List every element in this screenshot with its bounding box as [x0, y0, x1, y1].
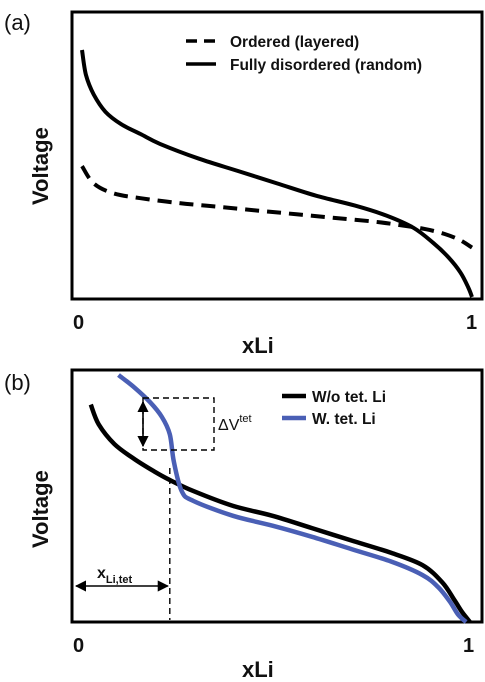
- panel-b-xtick-0: 0: [73, 635, 84, 657]
- panel-b-xlabel: xLi: [242, 657, 274, 682]
- panel-a-xtick-0: 0: [73, 312, 84, 334]
- panel-b-frame: [70, 368, 484, 624]
- legend-wo-tet-label: W/o tet. Li: [312, 389, 386, 406]
- legend-ordered-label: Ordered (layered): [230, 34, 359, 51]
- panel-a-series-1-line: [80, 49, 474, 298]
- delta-v-sup: tet: [239, 413, 251, 425]
- legend-w-tet-label: W. tet. Li: [312, 411, 376, 428]
- panel-a-label: (a): [4, 10, 31, 35]
- panel-b-xtick-1: 1: [463, 635, 474, 657]
- delta-v-label: ΔVtet: [218, 413, 252, 434]
- panel-a-xtick-1: 1: [466, 312, 477, 334]
- x-tet-base: x: [97, 565, 106, 582]
- x-tet-sub: Li,tet: [106, 574, 133, 586]
- panel-a-xlabel: xLi: [242, 333, 274, 358]
- x-tet-label: xLi,tet: [97, 565, 133, 586]
- panel-b-series-0-line: [88, 403, 472, 624]
- panel-b-series-1-line: [117, 373, 468, 624]
- panel-b-ylabel: Voltage: [28, 470, 53, 548]
- panel-a-frame: [70, 10, 484, 301]
- legend-disordered-label: Fully disordered (random): [230, 57, 422, 74]
- panel-a-series-0-line: [80, 164, 474, 250]
- panel-b-label: (b): [4, 370, 31, 395]
- panel-a-ylabel: Voltage: [28, 127, 53, 205]
- delta-v-base: ΔV: [218, 417, 240, 434]
